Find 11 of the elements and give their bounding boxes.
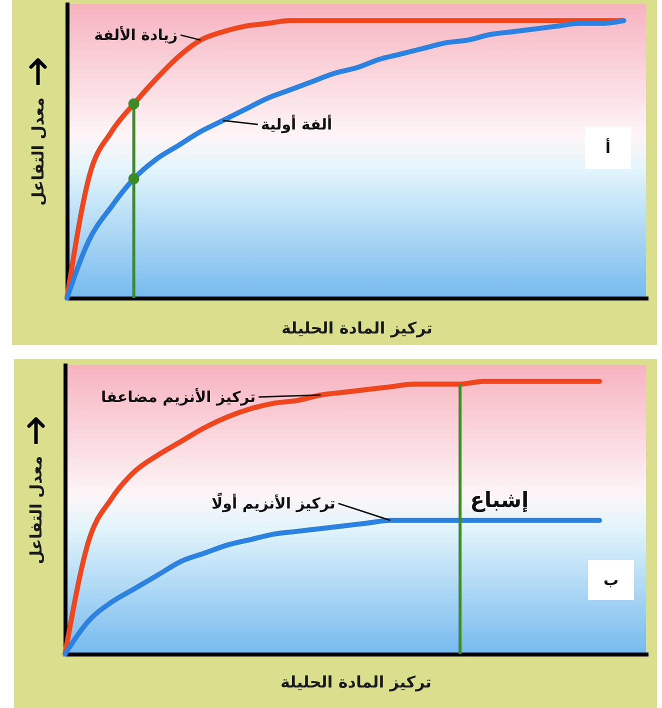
y-axis-title: معدل التفاعل: [26, 456, 46, 564]
x-axis-title: تركيز المادة الحليلة: [281, 318, 433, 338]
annotation: ب: [603, 571, 619, 589]
series-label: تركيز الأنزيم مضاعفا: [101, 386, 256, 406]
annotation: إشباع: [470, 488, 529, 513]
series-label: ألفة أولية: [260, 114, 332, 134]
y-axis-title: معدل التفاعل: [28, 97, 48, 206]
series-label: تركيز الأنزيم أولًا: [211, 492, 336, 512]
series-label: زيادة الألفة: [94, 25, 178, 44]
x-axis-title: تركيز المادة الحليلة: [280, 672, 432, 692]
annotation: أ: [605, 138, 611, 157]
